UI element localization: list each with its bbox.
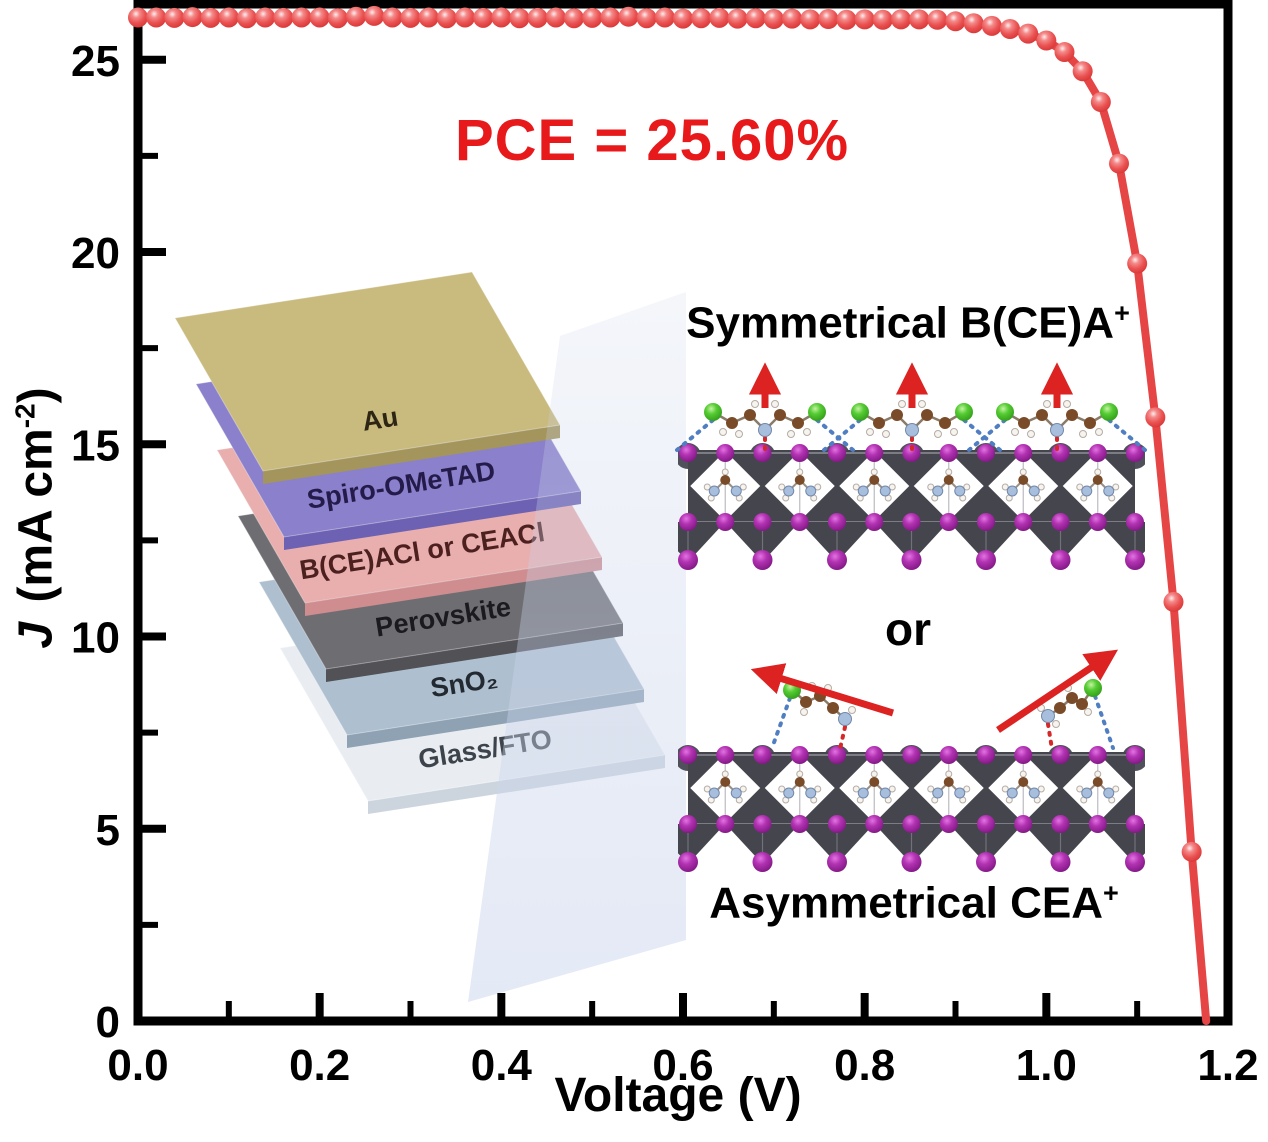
x-tick-label: 0.6: [652, 1041, 713, 1090]
y-axis-title-mid: (mA cm: [9, 428, 63, 616]
data-point-markers: [128, 5, 1202, 862]
pce-label: PCE = 25.60%: [454, 108, 850, 173]
y-tick-label: 10: [71, 614, 120, 663]
y-tick-label: 15: [71, 421, 120, 470]
symmetrical-panel-title-text: Symmetrical B(CE)A: [686, 298, 1115, 348]
perovskite-slab: [678, 745, 1145, 872]
dipole-arrow-left: [750, 663, 895, 717]
symmetrical-panel-title-sup: +: [1114, 298, 1130, 328]
y-axis-title-sup: -2: [9, 403, 41, 429]
or-label: or: [885, 603, 931, 655]
y-axis-title: J (mA cm-2): [9, 387, 63, 649]
zoom-beam: [468, 292, 686, 1002]
asymmetrical-panel-title-text: Asymmetrical CEA: [709, 878, 1103, 928]
x-tick-label: 0.2: [289, 1041, 350, 1090]
y-axis-title-end: ): [9, 387, 63, 404]
y-tick-label: 20: [71, 229, 120, 278]
x-tick-label: 0.8: [834, 1041, 895, 1090]
asymmetrical-molecules: [750, 649, 1119, 751]
x-tick-label: 0.4: [471, 1041, 533, 1090]
asymmetrical-panel-title: Asymmetrical CEA+: [709, 880, 1119, 926]
symmetrical-panel-title: Symmetrical B(CE)A+: [686, 300, 1130, 346]
layer-label: Au: [360, 401, 400, 436]
x-axis-title: Voltage (V): [554, 1069, 802, 1122]
asymmetrical-panel-title-sup: +: [1102, 878, 1119, 908]
x-tick-label: 1.0: [1016, 1041, 1077, 1090]
y-axis-title-var: J: [9, 621, 63, 649]
jv-curve: [128, 5, 1211, 1025]
y-tick-label: 0: [96, 998, 120, 1047]
y-tick-label: 5: [96, 806, 120, 855]
y-tick-label: 25: [71, 37, 120, 86]
perovskite-slab: [678, 443, 1145, 570]
axes-frame: [133, 0, 1233, 1026]
symmetrical-molecules: [675, 362, 1147, 453]
x-tick-label: 0.0: [107, 1041, 168, 1090]
dipole-arrow-right: [996, 649, 1119, 733]
axes: 0.0 0.2 0.4 0.6 0.8 1.0 1.2 0 5 10 15 20 25: [71, 0, 1259, 1090]
x-tick-label: 1.2: [1197, 1041, 1258, 1090]
